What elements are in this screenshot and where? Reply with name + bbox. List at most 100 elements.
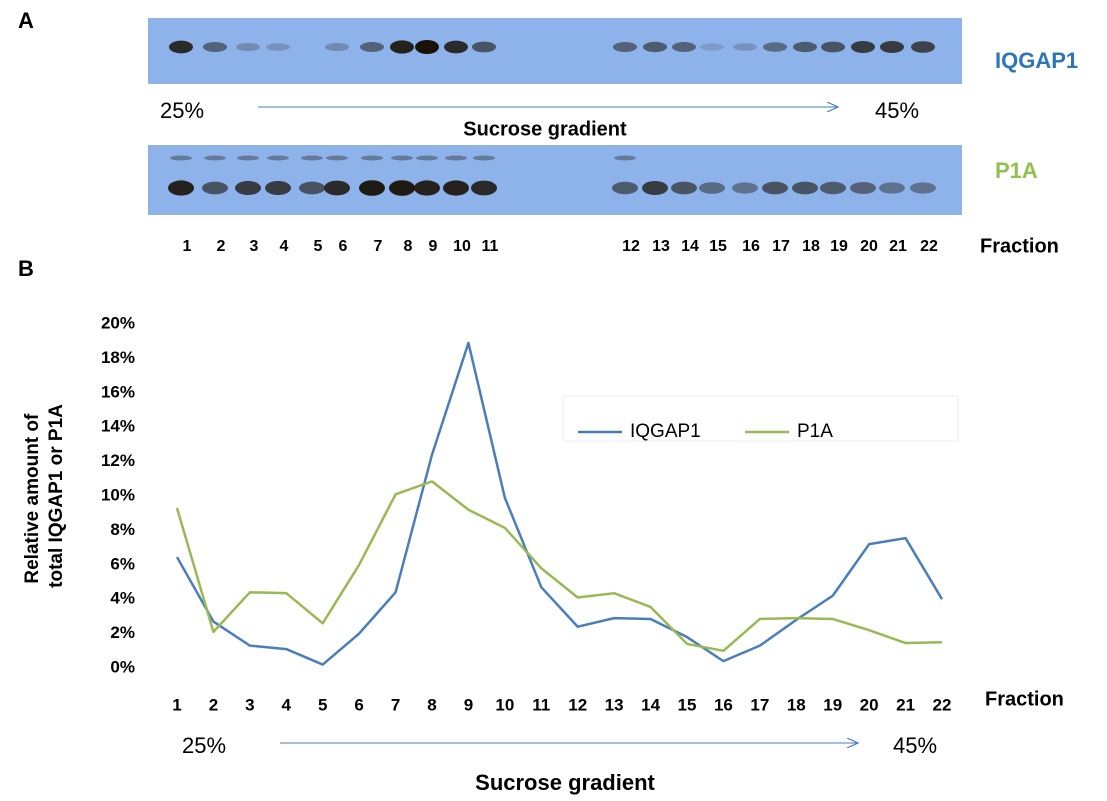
blot-band bbox=[472, 42, 496, 53]
blot-band bbox=[443, 180, 469, 195]
x-tick-label: 17 bbox=[750, 695, 769, 714]
x-tick-label: 4 bbox=[282, 695, 292, 714]
blot-band bbox=[390, 40, 414, 53]
blot-band bbox=[793, 42, 817, 52]
fraction-number: 1 bbox=[183, 238, 192, 255]
gradient-label: Sucrose gradient bbox=[463, 118, 627, 140]
x-tick-label: 22 bbox=[933, 695, 952, 714]
fraction-number: 13 bbox=[652, 238, 670, 255]
y-tick-label: 8% bbox=[110, 520, 135, 539]
blot-band bbox=[762, 182, 788, 195]
blot-band bbox=[613, 42, 637, 52]
blot-band bbox=[235, 181, 261, 195]
data-line bbox=[177, 343, 942, 665]
blot-band bbox=[202, 182, 228, 195]
blot-band bbox=[911, 41, 935, 53]
blot-band bbox=[732, 182, 758, 193]
fraction-number: 2 bbox=[217, 238, 226, 255]
x-tick-label: 2 bbox=[209, 695, 218, 714]
y-tick-label: 4% bbox=[110, 589, 135, 608]
blot-band bbox=[820, 182, 846, 194]
blot-band bbox=[445, 156, 467, 161]
panel-label: A bbox=[18, 8, 34, 33]
blot-band bbox=[414, 180, 440, 195]
fraction-number: 3 bbox=[250, 238, 259, 255]
fraction-number: 22 bbox=[920, 238, 938, 255]
blot-band bbox=[643, 42, 667, 52]
fraction-number: 5 bbox=[314, 238, 323, 255]
blot-band bbox=[444, 41, 468, 54]
blot-band bbox=[237, 156, 259, 161]
blot-band bbox=[471, 181, 497, 196]
x-tick-label: 9 bbox=[464, 695, 473, 714]
blot-band bbox=[612, 182, 638, 194]
x-tick-label: 3 bbox=[245, 695, 254, 714]
blot-band bbox=[763, 42, 787, 52]
x-tick-label: 7 bbox=[391, 695, 400, 714]
blot-band bbox=[266, 43, 290, 51]
blot-band bbox=[879, 182, 905, 193]
blot-band bbox=[880, 41, 904, 53]
blot-band bbox=[267, 156, 289, 161]
blot-band bbox=[204, 156, 226, 161]
fraction-number: 4 bbox=[280, 238, 289, 255]
y-tick-label: 12% bbox=[101, 451, 135, 470]
gradient-start: 25% bbox=[160, 98, 204, 123]
fraction-number: 6 bbox=[339, 238, 348, 255]
blot-band bbox=[203, 42, 227, 52]
blot-band bbox=[389, 180, 415, 196]
fraction-number: 14 bbox=[681, 238, 699, 255]
x-tick-label: 21 bbox=[896, 695, 915, 714]
blot-band bbox=[792, 182, 818, 195]
x-tick-label: 16 bbox=[714, 695, 733, 714]
gradient-label: Sucrose gradient bbox=[475, 770, 655, 795]
blot-band bbox=[642, 181, 668, 195]
gradient-end: 45% bbox=[893, 733, 937, 758]
x-tick-label: 13 bbox=[605, 695, 624, 714]
y-tick-label: 18% bbox=[101, 348, 135, 367]
blot-band bbox=[170, 156, 192, 161]
x-tick-label: 10 bbox=[495, 695, 514, 714]
fraction-number: 16 bbox=[742, 238, 760, 255]
x-tick-label: 19 bbox=[823, 695, 842, 714]
data-line bbox=[177, 481, 942, 650]
blot-band bbox=[415, 40, 439, 54]
x-tick-label: 11 bbox=[532, 695, 550, 714]
x-tick-label: 1 bbox=[172, 695, 181, 714]
blot-band bbox=[699, 182, 725, 194]
y-tick-label: 6% bbox=[110, 554, 135, 573]
blot bbox=[148, 145, 962, 215]
x-tick-label: 8 bbox=[427, 695, 436, 714]
blot-band bbox=[473, 156, 495, 161]
fraction-number: 19 bbox=[830, 238, 848, 255]
y-tick-label: 0% bbox=[110, 657, 135, 676]
legend-label: IQGAP1 bbox=[630, 421, 701, 442]
y-axis-label: Relative amount of total IQGAP1 or P1A bbox=[22, 404, 67, 588]
legend-box bbox=[563, 396, 958, 441]
blot-band bbox=[391, 156, 413, 161]
fraction-number: 12 bbox=[622, 238, 640, 255]
fraction-number: 20 bbox=[860, 238, 878, 255]
blot-band bbox=[733, 43, 757, 51]
blot-band bbox=[359, 180, 385, 196]
x-tick-label: 6 bbox=[354, 695, 363, 714]
x-tick-label: 14 bbox=[641, 695, 660, 714]
blot-band bbox=[299, 182, 325, 195]
blot-band bbox=[361, 156, 383, 161]
y-tick-label: 16% bbox=[101, 382, 135, 401]
fraction-number: 17 bbox=[772, 238, 790, 255]
blot-band bbox=[236, 43, 260, 51]
x-tick-label: 20 bbox=[860, 695, 879, 714]
blot-band bbox=[326, 156, 348, 161]
fraction-number: 9 bbox=[429, 238, 438, 255]
y-axis-label-line: total IQGAP1 or P1A bbox=[46, 404, 67, 588]
gradient-start: 25% bbox=[182, 733, 226, 758]
x-tick-label: 15 bbox=[678, 695, 697, 714]
fraction-number: 18 bbox=[802, 238, 820, 255]
protein-label: P1A bbox=[995, 158, 1038, 183]
blot-band bbox=[851, 41, 875, 53]
fraction-number: 10 bbox=[453, 238, 471, 255]
blot-band bbox=[324, 181, 350, 196]
